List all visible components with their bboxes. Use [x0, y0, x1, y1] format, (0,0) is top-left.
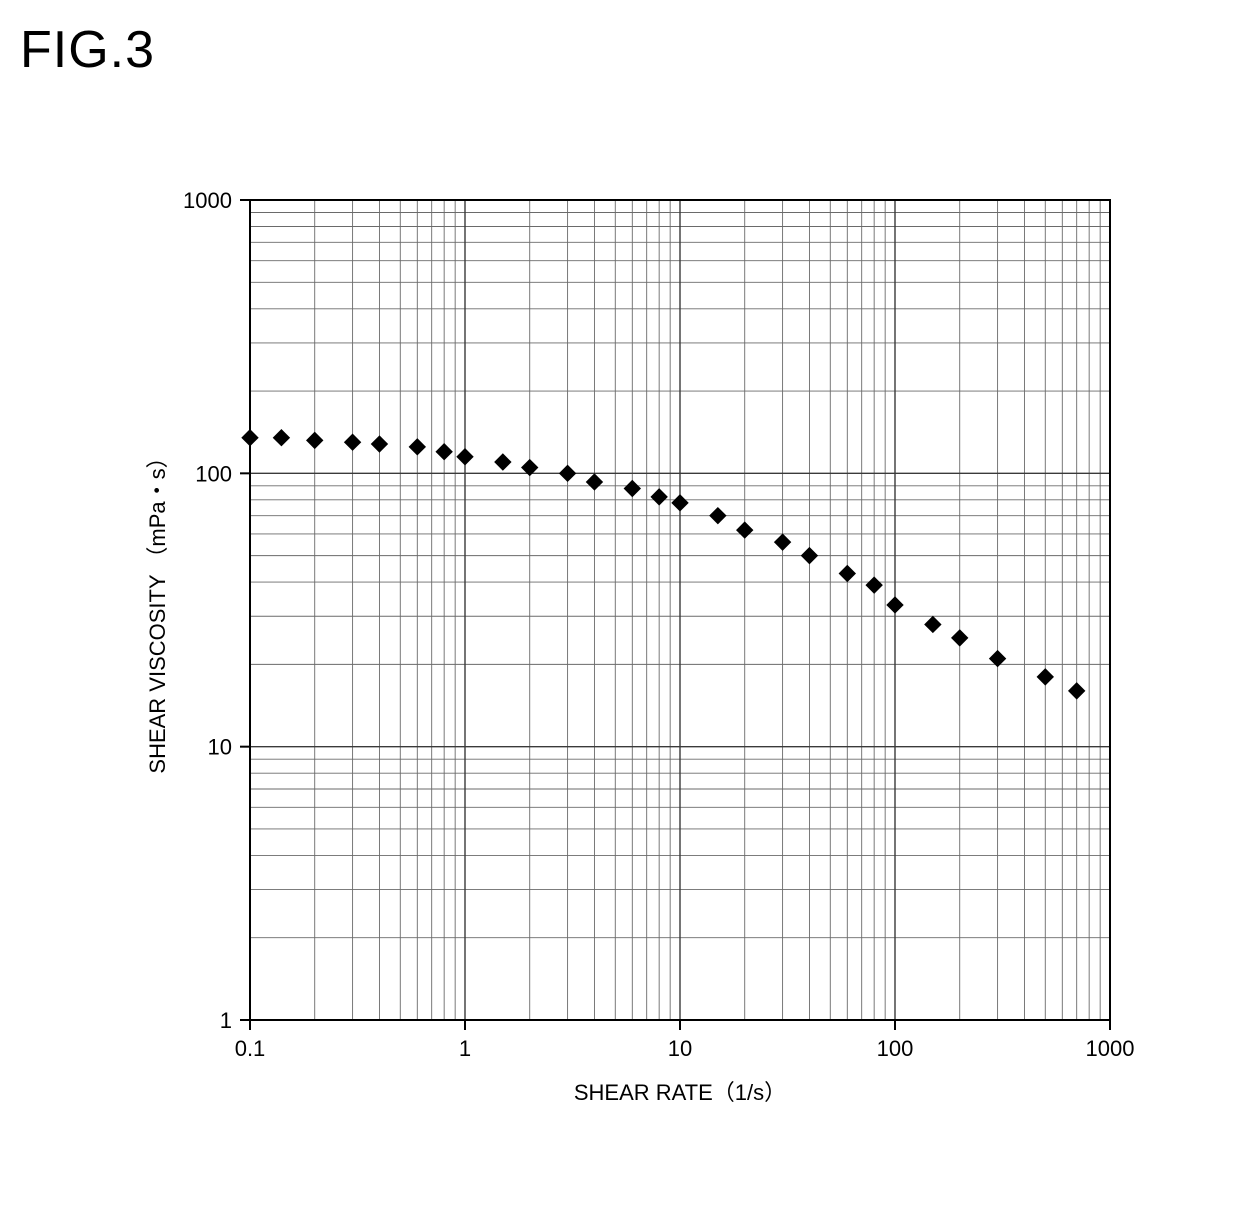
figure-title: FIG.3 — [20, 20, 155, 80]
x-tick-label: 0.1 — [235, 1036, 266, 1061]
x-tick-label: 1000 — [1086, 1036, 1135, 1061]
x-tick-label: 1 — [459, 1036, 471, 1061]
x-axis-label: SHEAR RATE（1/s） — [574, 1080, 786, 1105]
y-tick-label: 100 — [195, 461, 232, 486]
x-tick-label: 100 — [877, 1036, 914, 1061]
y-axis-label: SHEAR VISCOSITY （mPa・s） — [145, 446, 170, 773]
x-tick-label: 10 — [668, 1036, 692, 1061]
y-tick-label: 1 — [220, 1008, 232, 1033]
viscosity-chart: 0.111010010001101001000SHEAR RATE（1/s）SH… — [120, 180, 1180, 1180]
y-tick-label: 1000 — [183, 188, 232, 213]
y-tick-label: 10 — [208, 735, 232, 760]
